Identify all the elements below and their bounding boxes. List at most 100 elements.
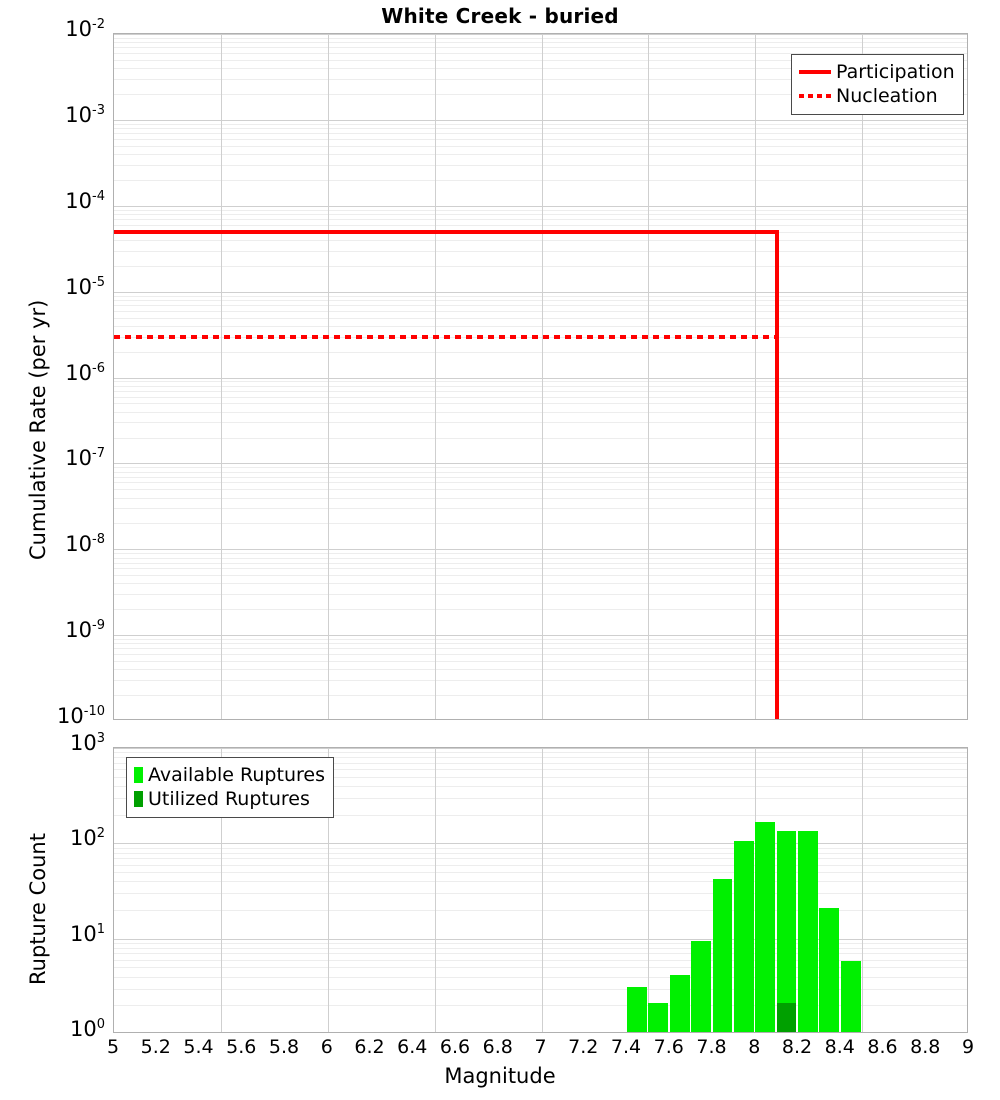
legend-label-nucleation: Nucleation (836, 85, 938, 107)
gridline-minor (114, 164, 967, 166)
y-tick-value: 100 (69, 1017, 105, 1041)
gridline-minor (114, 381, 967, 383)
gridline-major (114, 549, 967, 551)
gridline-minor (114, 78, 967, 80)
gridline-minor (114, 476, 967, 478)
gridline-minor (114, 757, 967, 759)
gridline-minor (114, 138, 967, 140)
bottom-legend: Available Ruptures Utilized Ruptures (126, 757, 334, 818)
legend-label-available-ruptures: Available Ruptures (148, 764, 325, 786)
gridline-minor (114, 299, 967, 301)
x-tick-label: 6 (320, 1036, 333, 1058)
x-tick-label: 5.8 (268, 1036, 300, 1058)
solid-line-icon (799, 70, 831, 74)
gridline-minor (114, 403, 967, 405)
gridline-minor (114, 179, 967, 181)
page-title: White Creek - buried (381, 4, 619, 28)
utilized-color-swatch-icon (134, 791, 143, 807)
cumulative-rate-plot (113, 33, 968, 720)
dotted-line-icon (799, 94, 831, 98)
gridline-minor (114, 351, 967, 353)
gridline-major (114, 843, 967, 845)
series-line-participation-horizontal (114, 229, 779, 234)
legend-item-participation[interactable]: Participation (799, 60, 955, 84)
y-tick-value: 10-9 (65, 618, 105, 643)
histogram-bar (819, 908, 840, 1032)
y-tick-value: 10-3 (65, 102, 105, 127)
x-tick-label: 7.4 (610, 1036, 642, 1058)
x-tick-label: 9 (961, 1036, 975, 1058)
gridline-major (862, 34, 864, 719)
legend-item-utilized-ruptures[interactable]: Utilized Ruptures (134, 787, 325, 811)
gridline-minor (114, 390, 967, 392)
legend-label-participation: Participation (836, 61, 955, 83)
gridline-minor (114, 265, 967, 267)
gridline-minor (114, 953, 967, 955)
gridline-minor (114, 568, 967, 570)
x-tick-label: 7 (534, 1036, 547, 1058)
gridline-minor (114, 654, 967, 656)
gridline-minor (114, 145, 967, 147)
gridline-minor (114, 661, 967, 662)
histogram-bar (733, 841, 754, 1032)
gridline-minor (114, 947, 967, 949)
gridline-major (755, 34, 757, 719)
gridline-minor (114, 209, 967, 211)
gridline-minor (114, 976, 967, 978)
histogram-bar (691, 941, 711, 1032)
histogram-bar-utilized (776, 1003, 797, 1032)
y-tick-value: 10-8 (65, 532, 105, 557)
gridline-minor (114, 1005, 967, 1007)
gridline-minor (114, 797, 967, 799)
gridline-major (114, 377, 967, 379)
x-tick-label: 7.6 (653, 1036, 684, 1058)
y-tick-value: 10-5 (65, 274, 105, 299)
gridline-minor (114, 42, 967, 44)
x-tick-label: 8.6 (867, 1036, 898, 1058)
bottom-y-axis-label: Rupture Count (26, 833, 50, 985)
legend-item-available-ruptures[interactable]: Available Ruptures (134, 763, 325, 787)
y-tick-value: 10-10 (57, 704, 105, 728)
gridline-major (114, 205, 967, 207)
gridline-minor (114, 594, 967, 596)
x-tick-label: 6.4 (397, 1036, 428, 1058)
x-tick-label: 6.6 (439, 1036, 471, 1058)
gridline-minor (114, 295, 967, 297)
gridline-minor (114, 893, 967, 895)
histogram-bar (840, 961, 861, 1032)
gridline-minor (114, 219, 967, 221)
gridline-minor (114, 68, 967, 70)
gridline-minor (114, 482, 967, 484)
histogram-bar (755, 821, 776, 1032)
y-tick-value: 102 (69, 826, 105, 851)
gridline-minor (114, 497, 967, 499)
gridline-minor (114, 214, 967, 216)
top-legend: Participation Nucleation (791, 54, 964, 115)
gridline-minor (114, 94, 967, 95)
gridline-minor (114, 523, 967, 525)
gridline-minor (114, 123, 967, 125)
legend-item-nucleation[interactable]: Nucleation (799, 84, 955, 108)
gridline-major (114, 938, 967, 940)
gridline-minor (114, 317, 967, 319)
gridline-minor (114, 411, 967, 413)
y-tick-value: 103 (69, 731, 105, 755)
gridline-minor (114, 562, 967, 564)
x-tick-label: 5 (106, 1036, 120, 1058)
top-y-axis-label: Cumulative Rate (per yr) (26, 299, 50, 560)
gridline-major (114, 291, 967, 293)
series-line-nucleation-dropoff (774, 334, 779, 719)
gridline-minor (114, 814, 967, 816)
gridline-minor (114, 864, 967, 866)
gridline-major (114, 635, 967, 637)
gridline-minor (114, 59, 967, 61)
x-tick-label: 8.8 (910, 1036, 941, 1058)
gridline-minor (114, 910, 967, 911)
histogram-bar (776, 830, 797, 1032)
gridline-minor (114, 53, 967, 55)
gridline-minor (114, 422, 967, 424)
gridline-major (434, 34, 436, 719)
gridline-minor (114, 133, 967, 135)
bottom-plot-area (114, 748, 967, 1032)
